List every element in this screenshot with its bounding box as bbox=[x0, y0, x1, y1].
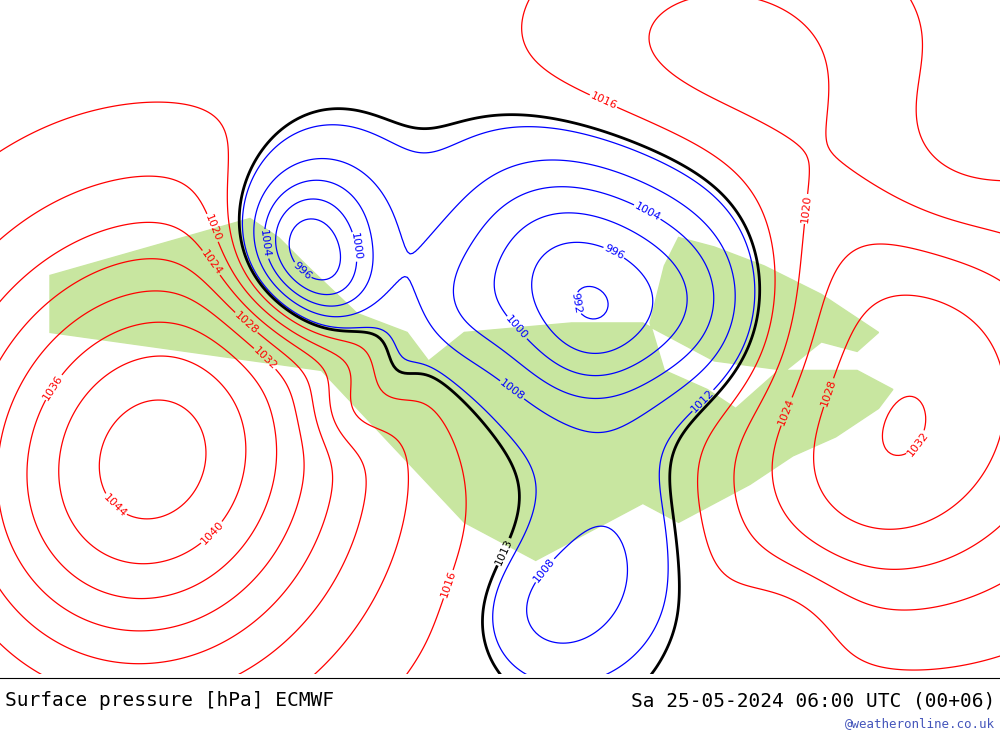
Text: Surface pressure [hPa] ECMWF: Surface pressure [hPa] ECMWF bbox=[5, 691, 334, 710]
Text: 1012: 1012 bbox=[690, 387, 716, 414]
Text: 1008: 1008 bbox=[532, 556, 557, 584]
Text: 992: 992 bbox=[569, 292, 583, 314]
Text: 1024: 1024 bbox=[199, 248, 224, 277]
Text: 1044: 1044 bbox=[101, 492, 128, 519]
Text: 1000: 1000 bbox=[349, 232, 363, 262]
Text: Sa 25-05-2024 06:00 UTC (00+06): Sa 25-05-2024 06:00 UTC (00+06) bbox=[631, 691, 995, 710]
Text: 996: 996 bbox=[602, 243, 626, 262]
Text: 1032: 1032 bbox=[905, 430, 930, 458]
Text: 1013: 1013 bbox=[493, 537, 514, 567]
Text: 1040: 1040 bbox=[199, 520, 226, 547]
Text: 1020: 1020 bbox=[203, 213, 223, 243]
Text: 1032: 1032 bbox=[251, 345, 279, 372]
Text: 1000: 1000 bbox=[504, 314, 530, 342]
Text: 1028: 1028 bbox=[819, 377, 838, 408]
Polygon shape bbox=[50, 218, 893, 561]
Text: 1020: 1020 bbox=[800, 194, 812, 224]
Text: 1028: 1028 bbox=[232, 309, 260, 336]
Text: 1016: 1016 bbox=[589, 91, 618, 111]
Text: @weatheronline.co.uk: @weatheronline.co.uk bbox=[845, 717, 995, 730]
Text: 1008: 1008 bbox=[498, 377, 526, 402]
Text: 996: 996 bbox=[291, 260, 313, 282]
Text: 1036: 1036 bbox=[41, 372, 65, 402]
Text: 1024: 1024 bbox=[777, 397, 796, 427]
Text: 1004: 1004 bbox=[633, 201, 662, 223]
Text: 1016: 1016 bbox=[439, 570, 458, 599]
Text: 1004: 1004 bbox=[258, 229, 272, 259]
